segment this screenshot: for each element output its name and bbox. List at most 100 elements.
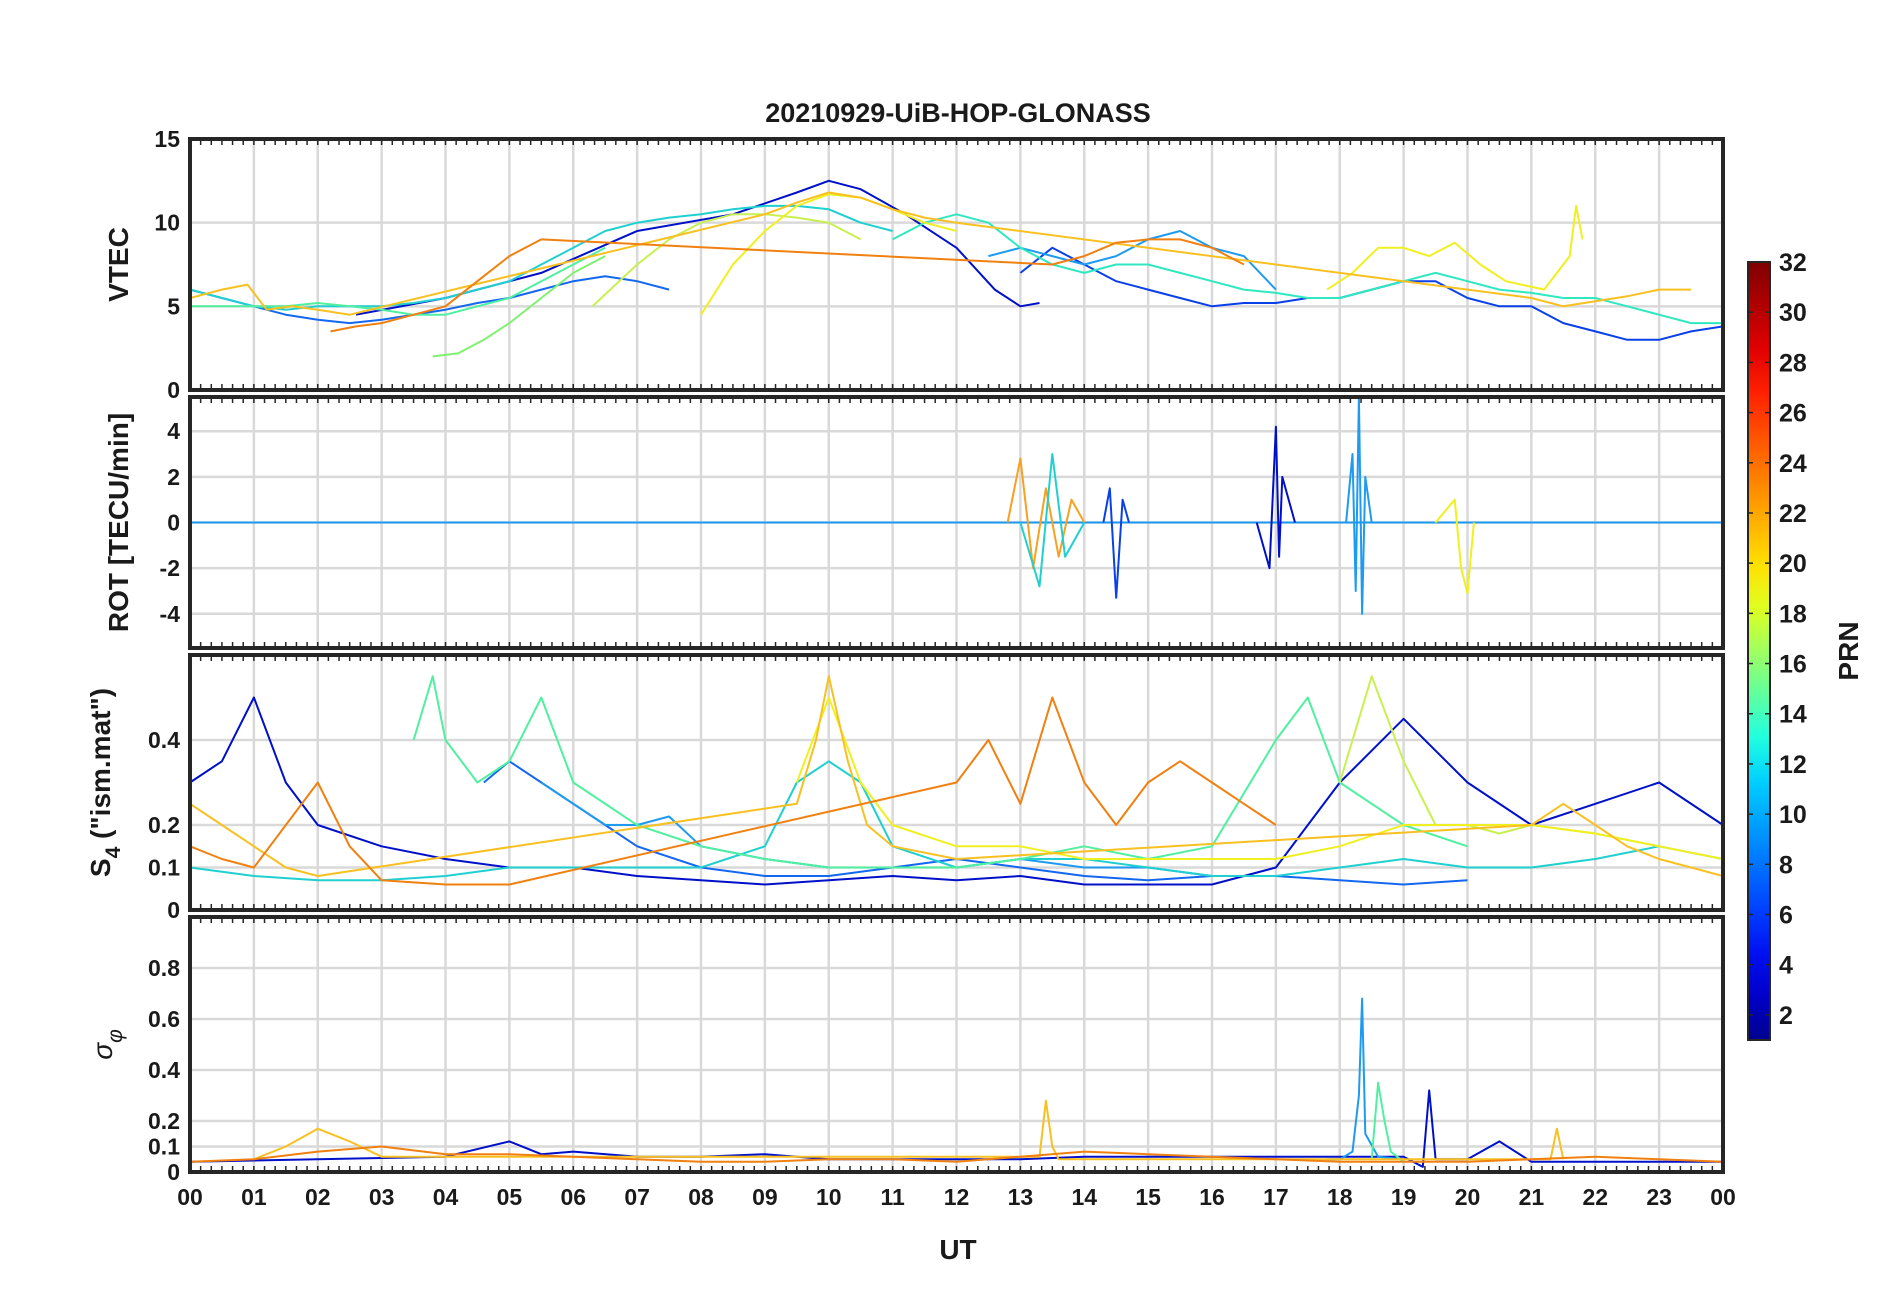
panel-vtec-series-3 [988, 230, 1277, 291]
panel-s4-series-8 [190, 696, 1277, 886]
ylabel-sub: 4 [102, 846, 125, 858]
panel-s4-ytick-label: 0 [167, 897, 180, 923]
x-tick-label: 23 [1646, 1184, 1672, 1210]
panel-rot-series-1 [1345, 397, 1373, 615]
x-tick-label: 08 [688, 1184, 714, 1210]
colorbar-tick-label: 32 [1779, 249, 1807, 277]
panel-sigma-series-0 [190, 1089, 1723, 1168]
colorbar-gradient [1747, 261, 1771, 1041]
ylabel-rest: ("ism.mat") [85, 688, 116, 847]
x-axis-label: UT [939, 1234, 976, 1265]
ylabel-main: σ [87, 1042, 118, 1060]
panel-rot-series-6 [1019, 453, 1086, 588]
colorbar-tick-label: 22 [1779, 500, 1807, 528]
panel-sigma-ylabel: σφ [87, 1029, 127, 1060]
panel-s4-ylabel: S4 ("ism.mat") [85, 688, 125, 877]
panel-sigma-ytick-label: 0.8 [148, 955, 180, 981]
x-tick-label: 06 [560, 1184, 586, 1210]
panel-sigma-ytick-label: 0.4 [148, 1057, 180, 1083]
chart-title: 20210929-UiB-HOP-GLONASS [765, 98, 1151, 128]
panel-s4-series-7 [190, 675, 1723, 877]
colorbar-tick-label: 8 [1779, 851, 1793, 879]
panel-rot-ytick-label: 4 [167, 418, 180, 444]
colorbar-tick-label: 28 [1779, 349, 1807, 377]
colorbar-tick-label: 24 [1779, 450, 1807, 478]
colorbar-tick-label: 10 [1779, 801, 1807, 829]
x-tick-label: 05 [497, 1184, 523, 1210]
panel-vtec: 0 5 10 15 VTEC [103, 126, 1725, 403]
panel-sigma: 00.10.2 0.4 0.6 0.8 σφ [87, 915, 1725, 1185]
x-tick-label: 11 [880, 1184, 905, 1210]
panel-vtec-ylabel: VTEC [103, 227, 134, 302]
colorbar-tick-label: 30 [1779, 299, 1807, 327]
x-tick-label: 16 [1199, 1184, 1225, 1210]
colorbar-tick-label: 26 [1779, 400, 1807, 428]
panel-vtec-series-11 [190, 191, 1692, 316]
x-tick-label: 18 [1327, 1184, 1353, 1210]
x-tick-label: 17 [1263, 1184, 1289, 1210]
x-tick-label: 19 [1391, 1184, 1417, 1210]
x-tick-label: 07 [624, 1184, 650, 1210]
panel-s4: 0 0.1 0.2 0.4 S4 ("ism.mat") [85, 653, 1725, 923]
colorbar-tick-label: 14 [1779, 701, 1807, 729]
panel-rot-series [190, 397, 1723, 615]
ylabel-sub: φ [104, 1029, 127, 1043]
colorbar-label: PRN [1833, 621, 1864, 680]
colorbar-tick-label: 2 [1779, 1002, 1793, 1030]
panel-s4-ytick-label: 0.2 [148, 812, 180, 838]
colorbar-tick-label: 12 [1779, 751, 1807, 779]
panel-s4-series [190, 675, 1723, 886]
panel-rot: -4 -2 0 2 4 ROT [TECU/min] [103, 395, 1725, 650]
panel-vtec-series-0 [355, 179, 1040, 316]
colorbar-tick-label: 20 [1779, 550, 1807, 578]
x-tick-label: 14 [1071, 1184, 1097, 1210]
x-tick-label: 13 [1008, 1184, 1034, 1210]
panel-rot-ytick-label: 0 [167, 510, 180, 536]
panel-vtec-series-8 [591, 213, 862, 308]
x-tick-label: 10 [816, 1184, 842, 1210]
panel-vtec-ytick-label: 0 [167, 377, 180, 403]
panel-rot-ytick-label: 2 [167, 464, 180, 490]
panel-rot-ytick-label: -4 [160, 601, 181, 627]
x-tick-label: 21 [1519, 1184, 1545, 1210]
x-tick-label: 20 [1455, 1184, 1481, 1210]
panel-sigma-ytick-label: 0 [167, 1159, 180, 1185]
x-tick-label: 12 [944, 1184, 970, 1210]
x-tick-label: 09 [752, 1184, 778, 1210]
panel-rot-series-2 [1102, 487, 1130, 599]
panel-vtec-series-7 [432, 255, 606, 358]
panel-sigma-ytick-label: 0.6 [148, 1006, 180, 1032]
panel-rot-series-5 [1006, 457, 1086, 570]
colorbar-tick-label: 16 [1779, 651, 1807, 679]
colorbar-tick-label: 4 [1779, 952, 1793, 980]
panel-vtec-series-6 [190, 246, 606, 316]
panel-vtec-series-5 [892, 213, 1723, 325]
panel-s4-ytick-label: 0.4 [148, 727, 180, 753]
panel-sigma-ytick-label: 0.2 [148, 1108, 180, 1134]
panel-rot-series-3 [1255, 425, 1296, 570]
panel-rot-ylabel: ROT [TECU/min] [103, 413, 134, 632]
x-tick-label: 00 [177, 1184, 203, 1210]
panel-vtec-series-10 [1326, 204, 1584, 291]
panel-vtec-ytick-label: 15 [154, 126, 180, 152]
panel-sigma-series-2 [1370, 1081, 1405, 1163]
x-tick-label: 22 [1582, 1184, 1608, 1210]
panel-vtec-series-2 [190, 275, 670, 325]
colorbar-tick-label: 6 [1779, 902, 1793, 930]
panel-sigma-series-1 [1327, 997, 1404, 1161]
x-tick-label: 03 [369, 1184, 395, 1210]
panel-vtec-ytick-label: 10 [154, 210, 180, 236]
panel-s4-series-4 [412, 675, 1468, 869]
ylabel-main: S [85, 858, 116, 877]
panel-s4-series-0 [190, 696, 1723, 886]
panel-vtec-ytick-label: 5 [167, 293, 180, 319]
panel-sigma-ytick-label: 0.1 [148, 1134, 180, 1160]
panel-s4-ytick-label: 0.1 [148, 855, 180, 881]
colorbar-tick-label: 18 [1779, 600, 1807, 628]
panel-sigma-series [190, 997, 1723, 1168]
panel-vtec-series [190, 179, 1723, 358]
panel-rot-series-4 [1434, 498, 1475, 595]
